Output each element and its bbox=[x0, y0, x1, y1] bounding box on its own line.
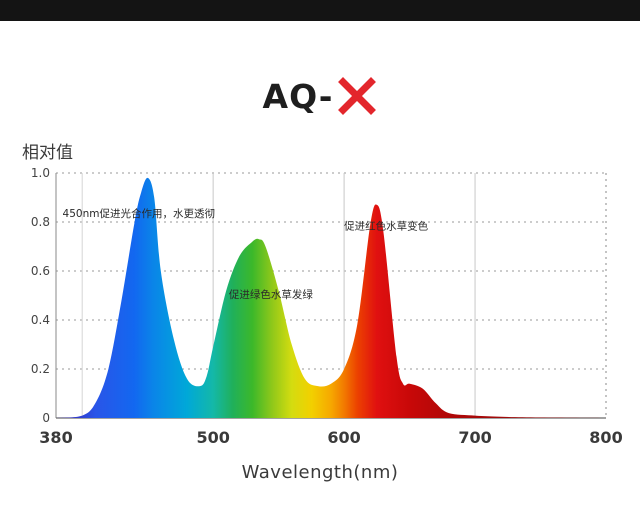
x-axis-label: Wavelength(nm) bbox=[241, 462, 399, 483]
spectrum-area bbox=[56, 177, 606, 418]
x-tick-label: 800 bbox=[589, 428, 622, 447]
y-tick-label: 0.6 bbox=[31, 264, 50, 278]
brand-title: AQ- bbox=[0, 70, 640, 122]
x-tick-label: 380 bbox=[39, 428, 72, 447]
y-tick-label: 0.4 bbox=[31, 313, 50, 327]
y-axis-label: 相对值 bbox=[22, 143, 73, 163]
top-bar bbox=[0, 0, 640, 21]
x-tick-label: 700 bbox=[458, 428, 491, 447]
x-tick-label: 500 bbox=[196, 428, 229, 447]
red-x-icon bbox=[338, 77, 377, 115]
y-tick-label: 1.0 bbox=[31, 166, 50, 180]
brand-text: AQ- bbox=[262, 76, 334, 116]
annotation-label: 450nm促进光合作用，水更透彻 bbox=[63, 207, 215, 220]
y-tick-label: 0.2 bbox=[31, 362, 50, 376]
y-tick-label: 0.8 bbox=[31, 215, 50, 229]
annotation-label: 促进绿色水草发绿 bbox=[229, 288, 313, 301]
x-tick-label: 600 bbox=[327, 428, 360, 447]
annotation-label: 促进红色水草变色 bbox=[344, 219, 428, 232]
y-tick-label: 0 bbox=[42, 411, 50, 425]
